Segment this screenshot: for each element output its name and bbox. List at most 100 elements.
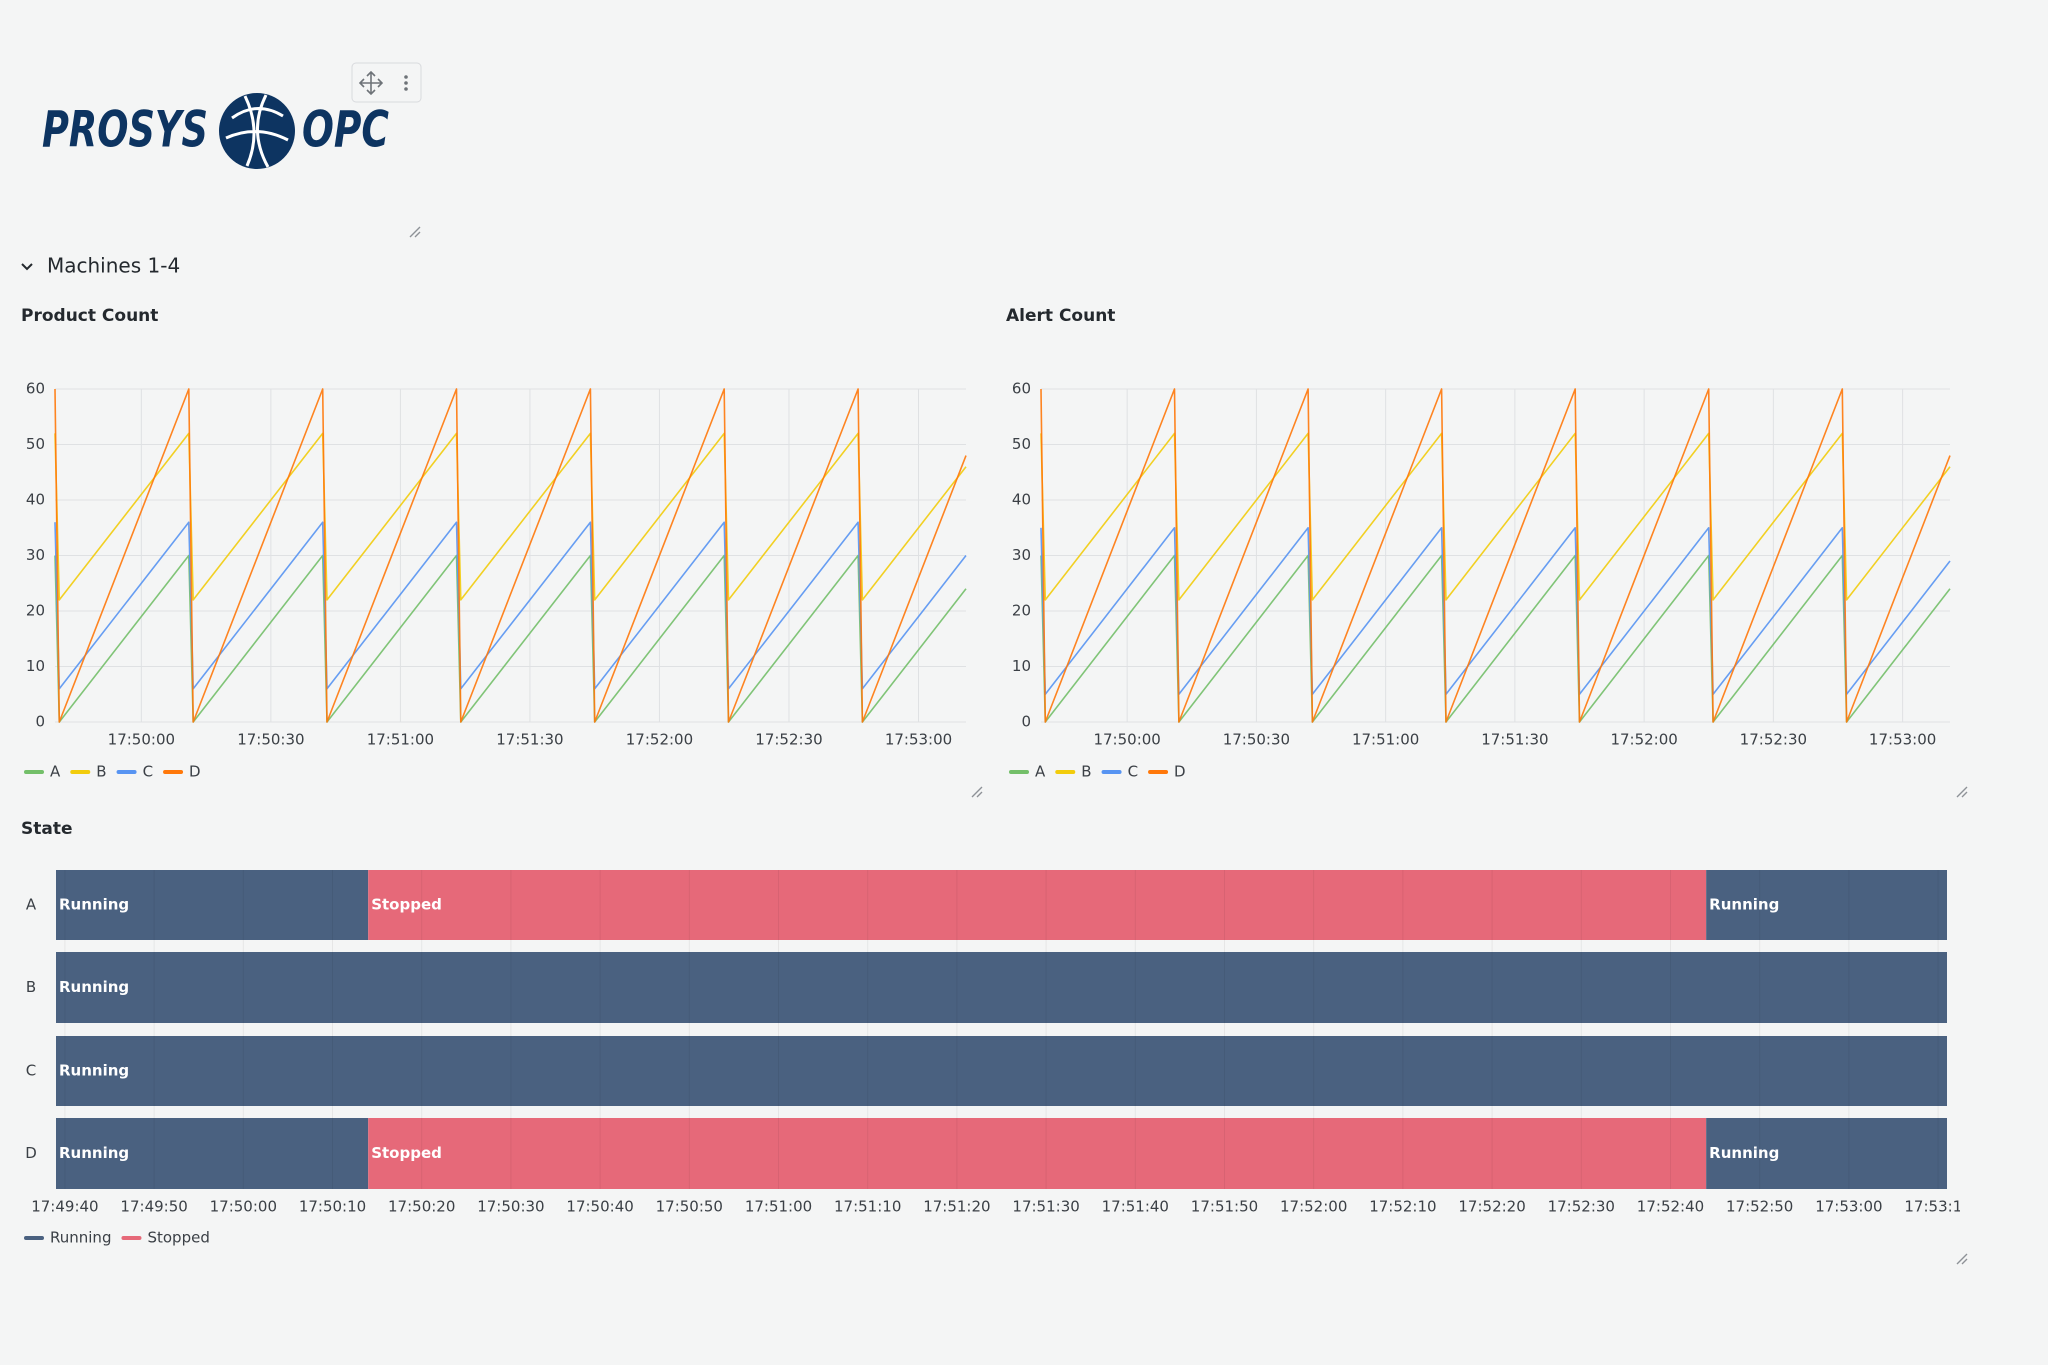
state-label: Running <box>59 1062 129 1080</box>
y-tick-label: 20 <box>26 602 45 620</box>
row-chevron[interactable] <box>21 263 33 271</box>
y-tick-label: 60 <box>26 380 45 398</box>
y-tick-label: 0 <box>35 713 45 731</box>
x-tick-label: 17:50:30 <box>1223 731 1290 749</box>
x-tick-label: 17:52:20 <box>1458 1198 1525 1216</box>
row-title[interactable]: Machines 1-4 <box>47 254 180 278</box>
charts: Product Count 0 10 20 30 40 50 60 17:50:00 17:50:… <box>21 306 1971 1247</box>
state-label: Running <box>59 978 129 996</box>
x-tick-label: 17:52:30 <box>755 731 822 749</box>
state-label: Running <box>59 896 129 914</box>
y-tick-label: 40 <box>26 491 45 509</box>
x-tick-label: 17:52:00 <box>1280 1198 1347 1216</box>
x-tick-label: 17:50:20 <box>388 1198 455 1216</box>
panel-menu[interactable] <box>351 62 422 103</box>
resize-handle[interactable] <box>1956 786 1968 798</box>
logo-text: OPC <box>302 101 389 159</box>
x-tick-label: 17:52:30 <box>1548 1198 1615 1216</box>
row-label: C <box>26 1062 36 1080</box>
state-segment <box>368 870 1707 940</box>
x-tick-label: 17:51:50 <box>1191 1198 1258 1216</box>
row-label: B <box>26 978 36 996</box>
logo: PROSYS OPC <box>42 93 389 169</box>
x-tick-label: 17:51:10 <box>834 1198 901 1216</box>
y-tick-label: 60 <box>1012 380 1031 398</box>
x-tick-label: 17:52:10 <box>1369 1198 1436 1216</box>
state-segment <box>1706 1118 1947 1189</box>
x-tick-label: 17:50:10 <box>299 1198 366 1216</box>
x-tick-label: 17:50:00 <box>210 1198 277 1216</box>
legend-label[interactable]: A <box>50 763 61 781</box>
x-tick-label: 17:52:40 <box>1637 1198 1704 1216</box>
state-segment <box>56 1036 1947 1106</box>
x-tick-label: 17:50:00 <box>108 731 175 749</box>
series-line <box>54 388 967 723</box>
x-tick-label: 17:53:00 <box>885 731 952 749</box>
x-tick-label: 17:52:00 <box>1610 731 1677 749</box>
y-tick-label: 50 <box>1012 435 1031 453</box>
x-tick-label: 17:49:40 <box>31 1198 98 1216</box>
legend-label[interactable]: Running <box>50 1229 111 1247</box>
resize-handle[interactable] <box>971 786 983 798</box>
logo-globe-lines <box>225 94 289 168</box>
x-tick-label: 17:53:10 <box>1904 1198 1971 1216</box>
legend-label[interactable]: C <box>1128 763 1138 781</box>
y-tick-label: 10 <box>26 657 45 675</box>
state-segment <box>56 952 1947 1023</box>
legend-label[interactable]: A <box>1035 763 1046 781</box>
x-tick-label: 17:51:30 <box>1481 731 1548 749</box>
y-tick-label: 30 <box>26 546 45 564</box>
series-line <box>1040 388 1951 723</box>
row-label: A <box>26 896 37 914</box>
x-tick-label: 17:51:00 <box>745 1198 812 1216</box>
x-tick-label: 17:50:30 <box>237 731 304 749</box>
x-tick-label: 17:51:30 <box>1012 1198 1079 1216</box>
x-axis: 17:49:40 17:49:50 17:50:00 17:50:10 17:50:20… <box>31 1198 1971 1216</box>
row-label: D <box>25 1144 37 1162</box>
state-segment <box>56 870 369 940</box>
x-tick-label: 17:52:30 <box>1740 731 1807 749</box>
y-tick-label: 10 <box>1012 657 1031 675</box>
legend-label[interactable]: Stopped <box>147 1229 209 1247</box>
state-label: Running <box>59 1144 129 1162</box>
x-tick-label: 17:50:50 <box>656 1198 723 1216</box>
panel-title: Alert Count <box>1006 306 1115 326</box>
x-tick-label: 17:50:30 <box>477 1198 544 1216</box>
state-segment <box>56 1118 369 1189</box>
x-tick-label: 17:53:00 <box>1869 731 1936 749</box>
legend-label[interactable]: B <box>96 763 106 781</box>
panel-title: State <box>21 819 73 839</box>
y-tick-label: 20 <box>1012 602 1031 620</box>
legend-label[interactable]: D <box>189 763 201 781</box>
x-tick-label: 17:53:00 <box>1815 1198 1882 1216</box>
x-tick-label: 17:51:20 <box>923 1198 990 1216</box>
state-segment <box>368 1118 1707 1189</box>
state-label: Stopped <box>371 896 442 914</box>
resize-handle[interactable] <box>409 226 421 238</box>
move-icon[interactable] <box>358 70 384 96</box>
x-tick-label: 17:52:50 <box>1726 1198 1793 1216</box>
resize-handle[interactable] <box>1956 1253 1968 1265</box>
x-tick-label: 17:51:30 <box>496 731 563 749</box>
more-icon[interactable] <box>404 75 408 91</box>
legend-label[interactable]: C <box>143 763 153 781</box>
state-label: Running <box>1709 1144 1779 1162</box>
logo-text: PROSYS <box>42 101 208 159</box>
y-tick-label: 50 <box>26 435 45 453</box>
x-tick-label: 17:51:00 <box>1352 731 1419 749</box>
y-tick-label: 40 <box>1012 491 1031 509</box>
x-tick-label: 17:51:40 <box>1102 1198 1169 1216</box>
x-tick-label: 17:50:40 <box>566 1198 633 1216</box>
state-label: Running <box>1709 896 1779 914</box>
legend-label[interactable]: D <box>1174 763 1186 781</box>
state-label: Stopped <box>371 1144 442 1162</box>
x-tick-label: 17:51:00 <box>367 731 434 749</box>
panel-title: Product Count <box>21 306 158 326</box>
y-tick-label: 30 <box>1012 546 1031 564</box>
state-segment <box>1706 870 1947 940</box>
x-tick-label: 17:49:50 <box>120 1198 187 1216</box>
x-tick-label: 17:50:00 <box>1093 731 1160 749</box>
legend-label[interactable]: B <box>1081 763 1091 781</box>
y-tick-label: 0 <box>1021 713 1031 731</box>
